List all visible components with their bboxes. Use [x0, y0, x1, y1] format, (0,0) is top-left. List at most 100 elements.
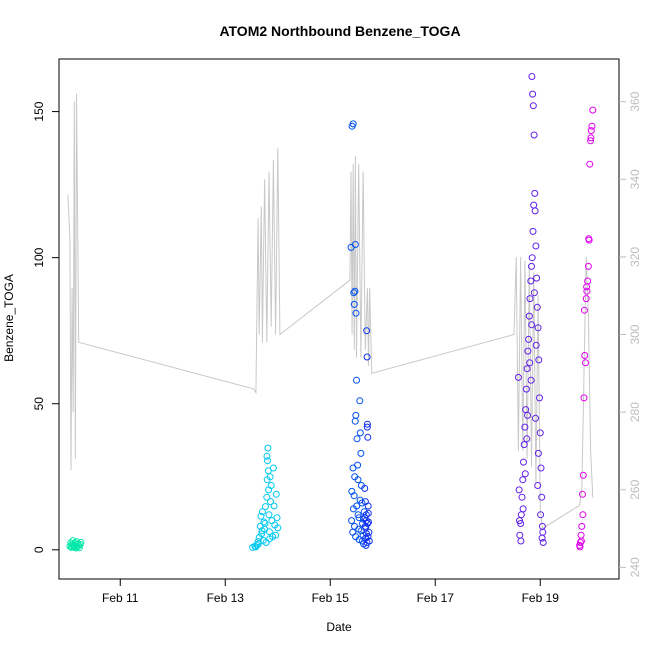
- data-point: [270, 502, 278, 510]
- data-point: [532, 242, 540, 250]
- data-point: [526, 359, 534, 367]
- data-point: [349, 464, 357, 472]
- data-point: [264, 457, 271, 465]
- data-point: [537, 511, 545, 519]
- data-point: [535, 356, 543, 364]
- data-point: [584, 262, 592, 270]
- data-point: [265, 528, 273, 536]
- data-point: [527, 277, 535, 285]
- data-point: [364, 433, 372, 441]
- data-point: [253, 541, 261, 549]
- data-point: [356, 429, 364, 437]
- data-point: [351, 417, 359, 425]
- data-point: [521, 470, 529, 478]
- chart-title: ATOM2 Northbound Benzene_TOGA: [219, 23, 460, 39]
- data-point: [269, 464, 277, 472]
- data-point: [348, 487, 356, 495]
- x-tick-label: Feb 17: [417, 591, 455, 605]
- right-axis-line-layer: [67, 93, 594, 530]
- data-point: [516, 531, 524, 539]
- data-point: [528, 254, 536, 262]
- data-point: [257, 512, 265, 520]
- data-point: [353, 376, 360, 384]
- data-point: [534, 324, 542, 332]
- y2-tick-label: 300: [628, 324, 642, 344]
- data-point: [519, 505, 527, 513]
- y2-tick-label: 280: [628, 402, 642, 422]
- y2-tick-label: 340: [628, 169, 642, 189]
- y-tick-label: 100: [32, 247, 46, 267]
- data-point: [261, 520, 269, 527]
- data-point: [539, 539, 547, 546]
- data-point: [351, 287, 359, 295]
- data-point: [529, 90, 537, 98]
- data-point: [356, 397, 364, 405]
- data-point: [577, 537, 585, 545]
- data-point: [351, 241, 359, 248]
- data-point: [582, 295, 590, 303]
- y2-tick-label: 240: [628, 557, 642, 577]
- data-point: [72, 544, 80, 552]
- data-point: [521, 423, 529, 431]
- data-point: [517, 537, 525, 545]
- data-point: [274, 524, 282, 532]
- data-point: [354, 476, 362, 484]
- data-point: [350, 300, 358, 308]
- data-point: [587, 134, 595, 142]
- data-point: [77, 539, 85, 546]
- data-point: [264, 444, 272, 452]
- data-point: [361, 484, 369, 492]
- data-point: [534, 482, 542, 489]
- data-point: [539, 528, 547, 536]
- data-point: [530, 131, 538, 139]
- data-point: [351, 522, 358, 530]
- data-point: [527, 376, 535, 384]
- data-point: [518, 493, 526, 501]
- data-point: [532, 414, 539, 422]
- data-point: [528, 262, 535, 270]
- x-tick-label: Feb 11: [102, 591, 139, 605]
- y-tick-label: 150: [32, 101, 46, 121]
- y2-tick-label: 260: [628, 479, 642, 499]
- data-point: [272, 490, 280, 498]
- data-point: [579, 511, 587, 519]
- data-point: [69, 543, 76, 551]
- plot-frame: [58, 58, 620, 580]
- data-point: [530, 201, 538, 209]
- data-point: [587, 127, 595, 135]
- data-point: [580, 306, 588, 314]
- data-point: [363, 353, 371, 361]
- data-point: [349, 528, 357, 536]
- data-point: [525, 312, 533, 320]
- x-tick-label: Feb 15: [312, 591, 350, 605]
- data-point: [353, 502, 361, 510]
- data-point: [515, 486, 523, 494]
- data-point: [576, 539, 584, 546]
- data-point: [258, 527, 266, 535]
- x-axis: Feb 11 Feb 13 Feb 15 Feb 17 Feb 19: [102, 579, 559, 605]
- data-point: [531, 207, 539, 215]
- data-point: [538, 493, 546, 501]
- data-point: [361, 498, 369, 506]
- y2-tick-label: 320: [628, 247, 642, 267]
- data-point: [520, 458, 527, 466]
- data-point: [363, 423, 371, 431]
- data-point: [586, 160, 594, 168]
- y-axis-label: Benzene_TOGA: [2, 274, 16, 362]
- data-point: [362, 541, 370, 549]
- data-point: [523, 365, 531, 373]
- data-point: [272, 531, 280, 539]
- data-point: [263, 452, 271, 460]
- points-layer: [66, 73, 597, 552]
- data-point: [265, 511, 273, 519]
- data-point: [273, 514, 281, 522]
- data-point: [350, 289, 358, 297]
- data-point: [349, 120, 357, 128]
- data-point: [524, 411, 531, 419]
- right-y-axis: 240 260 280 300 320 340 360: [619, 91, 642, 577]
- data-point: [516, 517, 523, 525]
- data-point: [352, 411, 360, 419]
- data-point: [353, 435, 361, 443]
- data-point: [517, 511, 525, 519]
- data-point: [522, 385, 530, 393]
